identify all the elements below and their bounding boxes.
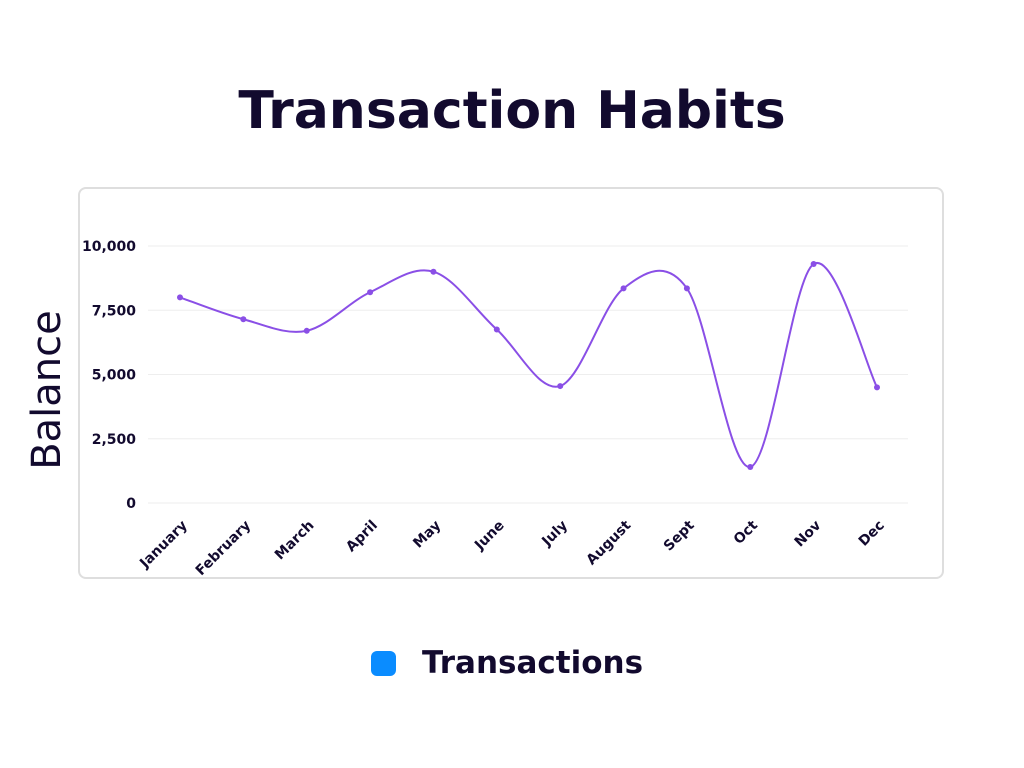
legend: Transactions (371, 642, 643, 684)
series-layer (177, 260, 880, 471)
data-point (367, 289, 374, 296)
data-point (557, 383, 564, 390)
x-tick-label: March (272, 518, 318, 564)
x-tick-label: August (584, 517, 635, 568)
chart-title: Transaction Habits (238, 81, 786, 141)
y-tick-label: 10,000 (82, 239, 136, 255)
y-tick-label: 5,000 (92, 368, 137, 384)
x-tick-label: April (343, 518, 381, 556)
legend-label: Transactions (422, 645, 644, 681)
data-point (240, 316, 247, 323)
y-tick-label: 7,500 (92, 303, 137, 319)
data-point (810, 260, 817, 267)
data-point (620, 285, 627, 292)
y-axis-ticks: 0 2,500 5,000 7,500 10,000 (82, 239, 136, 512)
x-tick-label: February (193, 518, 254, 579)
y-tick-label: 0 (126, 496, 136, 512)
data-point (874, 384, 880, 391)
x-tick-label: May (410, 518, 444, 552)
data-point (430, 268, 437, 275)
x-tick-label: July (538, 518, 571, 551)
x-tick-label: Oct (731, 517, 762, 548)
data-point (177, 294, 183, 301)
y-tick-label: 2,500 (92, 432, 137, 448)
legend-swatch (371, 650, 396, 676)
data-point (683, 285, 690, 292)
x-tick-label: Sept (661, 517, 698, 554)
data-point (303, 327, 310, 334)
chart-card (78, 187, 944, 579)
gridlines (148, 245, 908, 504)
x-tick-label: January (136, 518, 191, 573)
x-tick-label: June (471, 518, 508, 555)
data-point (747, 464, 754, 471)
x-tick-label: Dec (856, 518, 888, 550)
data-point (493, 326, 500, 333)
x-tick-label: Nov (792, 518, 825, 551)
series-line (179, 262, 878, 469)
x-axis-ticks: January February March April May June July Augu… (136, 517, 888, 579)
